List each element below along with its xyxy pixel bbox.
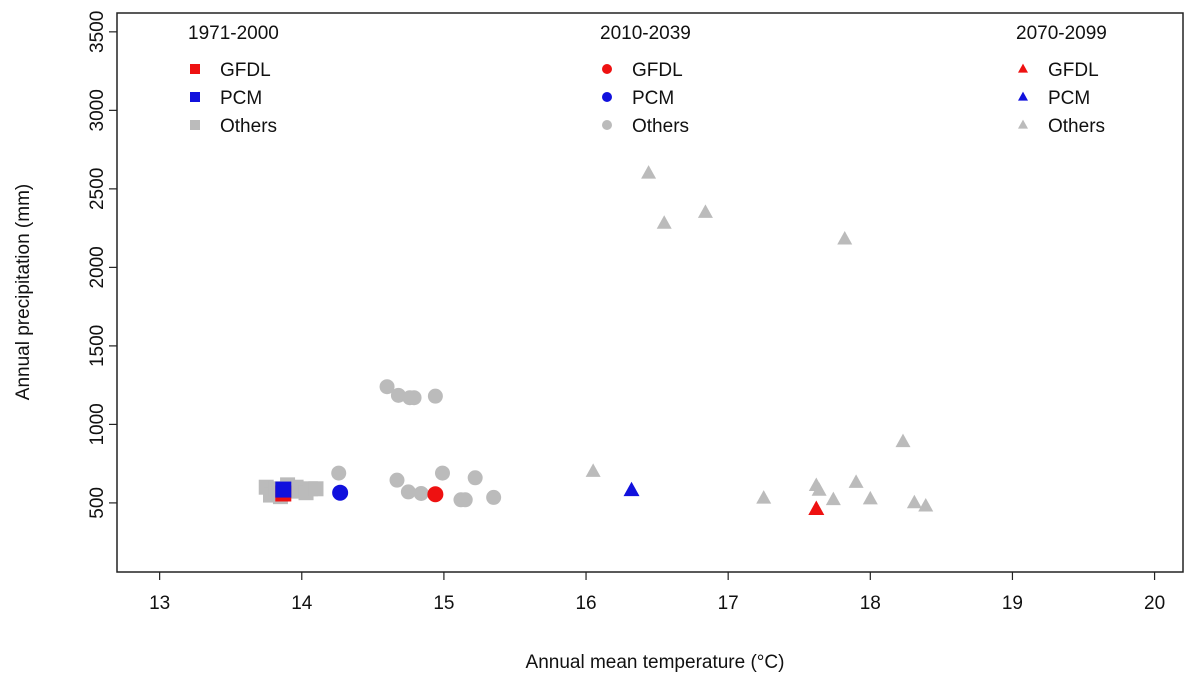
legend-label-others: Others bbox=[1048, 116, 1105, 137]
point-others bbox=[467, 470, 483, 486]
x-axis-title: Annual mean temperature (°C) bbox=[526, 652, 785, 673]
y-tick-label: 1000 bbox=[87, 403, 108, 445]
legend-title: 1971-2000 bbox=[188, 23, 279, 44]
point-others bbox=[895, 433, 911, 448]
point-others bbox=[825, 491, 841, 506]
point-others bbox=[848, 474, 864, 488]
legend-label-gfdl: GFDL bbox=[632, 60, 683, 81]
x-tick-label: 19 bbox=[1002, 593, 1023, 614]
point-others bbox=[457, 492, 473, 508]
point-others bbox=[308, 481, 324, 497]
y-tick-label: 2500 bbox=[87, 168, 108, 210]
point-others bbox=[585, 463, 601, 477]
point-others bbox=[837, 231, 853, 245]
point-others bbox=[390, 387, 406, 403]
point-pcm bbox=[332, 484, 349, 501]
legend-key-gfdl bbox=[602, 64, 612, 74]
legend-label-gfdl: GFDL bbox=[220, 60, 271, 81]
point-others bbox=[406, 390, 422, 406]
y-tick-label: 500 bbox=[87, 487, 108, 519]
legend-key-others bbox=[1018, 119, 1028, 129]
point-others bbox=[918, 497, 934, 512]
y-axis: 500 1000 1500 2000 2500 3000 3500 bbox=[87, 11, 117, 519]
legend-2010-2039: 2010-2039 GFDL PCM Others bbox=[600, 23, 691, 137]
point-gfdl bbox=[427, 486, 444, 503]
legend-label-pcm: PCM bbox=[1048, 88, 1090, 109]
legend-label-gfdl: GFDL bbox=[1048, 60, 1099, 81]
point-others bbox=[906, 494, 922, 509]
point-others bbox=[389, 472, 405, 488]
legend-label-others: Others bbox=[632, 116, 689, 137]
point-others bbox=[331, 465, 347, 481]
y-tick-label: 3500 bbox=[87, 11, 108, 53]
x-tick-label: 15 bbox=[433, 593, 454, 614]
y-tick-label: 2000 bbox=[87, 246, 108, 288]
legend-label-others: Others bbox=[220, 116, 277, 137]
x-tick-label: 17 bbox=[718, 593, 739, 614]
legend-key-pcm bbox=[1018, 91, 1028, 101]
legend-title: 2010-2039 bbox=[600, 23, 691, 44]
point-gfdl bbox=[808, 500, 825, 515]
point-others bbox=[656, 215, 672, 229]
legend-1971-2000: 1971-2000 GFDL PCM Others bbox=[188, 23, 279, 137]
legend-key-pcm bbox=[602, 92, 612, 102]
x-tick-label: 18 bbox=[860, 593, 881, 614]
point-others bbox=[486, 489, 502, 505]
point-others bbox=[379, 379, 395, 395]
point-others bbox=[811, 482, 827, 496]
point-pcm bbox=[275, 481, 292, 498]
legend-label-pcm: PCM bbox=[632, 88, 674, 109]
x-axis: 13 14 15 16 17 18 19 20 bbox=[149, 572, 1165, 614]
point-others bbox=[427, 388, 443, 404]
x-tick-label: 16 bbox=[575, 593, 596, 614]
x-tick-label: 20 bbox=[1144, 593, 1165, 614]
plot-frame bbox=[116, 12, 1184, 573]
point-others bbox=[697, 204, 713, 218]
y-axis-title: Annual precipitation (mm) bbox=[13, 184, 34, 400]
point-others bbox=[862, 490, 878, 505]
x-tick-label: 13 bbox=[149, 593, 170, 614]
legend-key-gfdl bbox=[190, 64, 200, 74]
legend-key-others bbox=[190, 120, 200, 130]
legends: 1971-2000 GFDL PCM Others 2010-2039 GFDL PCM Ot… bbox=[188, 23, 1107, 137]
data-points bbox=[258, 165, 934, 515]
point-others bbox=[400, 484, 416, 500]
point-others bbox=[434, 465, 450, 481]
legend-key-pcm bbox=[190, 92, 200, 102]
legend-2070-2099: 2070-2099 GFDL PCM Others bbox=[1016, 23, 1107, 137]
x-tick-label: 14 bbox=[291, 593, 313, 614]
point-others bbox=[641, 165, 657, 179]
legend-title: 2070-2099 bbox=[1016, 23, 1107, 44]
y-tick-label: 3000 bbox=[87, 89, 108, 131]
y-tick-label: 1500 bbox=[87, 325, 108, 367]
legend-key-others bbox=[602, 120, 612, 130]
legend-label-pcm: PCM bbox=[220, 88, 262, 109]
point-pcm bbox=[623, 481, 640, 497]
point-others bbox=[756, 490, 772, 504]
legend-key-gfdl bbox=[1018, 63, 1028, 73]
point-others bbox=[413, 485, 429, 501]
